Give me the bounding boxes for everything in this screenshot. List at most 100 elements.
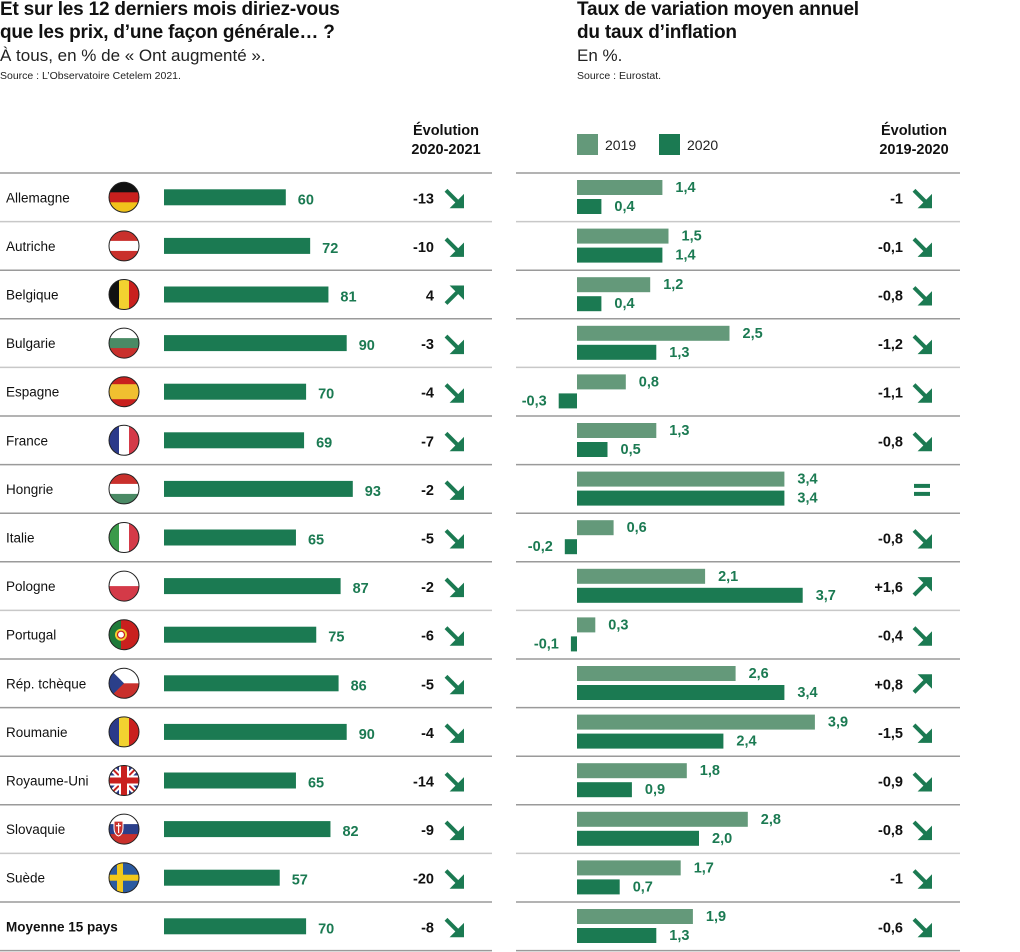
arrow-head: [917, 339, 932, 355]
arrow-head: [917, 436, 932, 452]
bar-2020-label: 0,4: [614, 296, 634, 312]
flag-border: [108, 230, 140, 262]
arrow-shape: [912, 917, 932, 938]
trend-down-icon: [444, 723, 464, 743]
trend-down-icon: [912, 334, 932, 355]
bar-2019-label: 0,6: [627, 520, 647, 536]
arrow-shape: [444, 529, 464, 549]
bar-2020: [577, 296, 602, 312]
flag-stripe: [119, 522, 130, 553]
bar-value-label: 65: [308, 776, 324, 792]
arrow-head: [917, 922, 932, 938]
arrow-head: [449, 631, 464, 646]
table-row: Hongrie 93 -2 3,4 3,4: [6, 471, 930, 507]
bar-ontaugmente: [164, 869, 280, 886]
evolution-value: 4: [426, 289, 434, 305]
arrow-shape: [912, 334, 932, 355]
arrow-head: [917, 388, 932, 403]
bar-2019-label: 1,2: [663, 277, 683, 293]
flag-be-icon: [108, 279, 140, 310]
bar-2019: [577, 277, 651, 293]
table-row: Suède 57 -20 1,7 0,7 -1: [6, 860, 932, 895]
bar-2020: [577, 685, 785, 700]
evolution-value: -14: [413, 775, 434, 791]
flag-border: [108, 327, 140, 359]
arrow-head: [917, 193, 932, 209]
flag-border: [108, 716, 140, 748]
trend-down-icon: [912, 188, 932, 209]
bar-value-label: 82: [342, 824, 358, 840]
flag-stripe: [109, 834, 139, 845]
evolution-value: -0,6: [878, 920, 903, 936]
bar-value-label: 72: [322, 241, 338, 257]
evolution-value: -5: [421, 677, 434, 693]
bar-2020: [577, 199, 602, 214]
bar-2019-label: 1,5: [682, 229, 702, 245]
left-title-line2: que les prix, d’une façon générale… ?: [0, 22, 335, 43]
evolution-value: -0,1: [878, 240, 903, 256]
bar-2019: [577, 617, 596, 633]
bar-2019-label: 2,1: [718, 569, 738, 585]
flag-stripe: [109, 483, 139, 495]
trend-down-icon: [912, 286, 932, 306]
bar-ontaugmente: [164, 675, 339, 692]
arrow-head: [917, 534, 932, 549]
trend-down-icon: [444, 577, 464, 598]
bar-2020: [577, 782, 632, 798]
flag-stripe: [109, 824, 139, 835]
flag-stripe: [109, 571, 139, 587]
flag-stripe: [109, 202, 139, 213]
bar-2020: [570, 636, 577, 652]
flag-fill: [109, 425, 139, 456]
bar-2020-label: 3,7: [816, 588, 836, 604]
arrow-shape: [444, 626, 464, 646]
arrow-shape: [912, 188, 932, 209]
evolution-value: +1,6: [874, 580, 903, 596]
flag-stripe: [109, 338, 139, 349]
evolution-value: -0,8: [878, 823, 903, 839]
bar-2020: [577, 928, 657, 943]
country-label: Italie: [6, 531, 35, 546]
bar-value-label: 69: [316, 435, 332, 451]
flag-border: [108, 813, 140, 845]
arrow-head: [917, 631, 932, 646]
table-row: Portugal 75 -6 0,3 -0,1 -0,4: [6, 617, 932, 652]
left-chart-title: Et sur les 12 derniers mois diriez-vous …: [0, 0, 340, 44]
bar-2020-label: 2,0: [712, 831, 732, 847]
arrow-head: [449, 679, 464, 695]
arrow-shape: [912, 431, 932, 452]
arrow-head: [917, 728, 932, 743]
bar-2020-label: -0,2: [528, 539, 553, 555]
table-row: Royaume-Uni 65 -14 1,8 0,9 -0,9: [6, 763, 932, 798]
arrow-shape: [444, 285, 464, 305]
arrow-head: [917, 874, 932, 889]
country-label: Royaume-Uni: [6, 774, 89, 789]
arrow-head: [449, 436, 464, 452]
bar-value-label: 65: [308, 533, 324, 549]
trend-down-icon: [912, 237, 932, 257]
trend-down-icon: [444, 383, 464, 403]
flag-se-icon: [108, 862, 140, 894]
flag-de-icon: [108, 181, 140, 213]
trend-down-icon: [912, 723, 932, 743]
evolution-value: -0,8: [878, 289, 903, 305]
flag-sk-icon: [108, 813, 140, 845]
bar-2019-label: 0,8: [639, 374, 659, 390]
arrow-shape: [912, 626, 932, 646]
table-row: Autriche 72 -10 1,5 1,4 -0,1: [6, 228, 932, 264]
flag-pl-icon: [108, 570, 140, 602]
flag-stripe: [129, 716, 139, 747]
country-label: Slovaquie: [6, 822, 65, 837]
arrow-shape: [444, 869, 464, 889]
bar-2019: [577, 471, 785, 487]
trend-down-icon: [444, 674, 464, 695]
arrow-head: [449, 285, 464, 300]
bar-2020-label: 1,4: [675, 248, 695, 264]
flag-fill: [109, 230, 139, 261]
arrow-shape: [912, 383, 932, 403]
trend-down-icon: [444, 820, 464, 841]
evolution-value: -6: [421, 629, 434, 645]
bar-2019: [577, 325, 730, 341]
bar-2020-label: 1,3: [669, 928, 689, 944]
